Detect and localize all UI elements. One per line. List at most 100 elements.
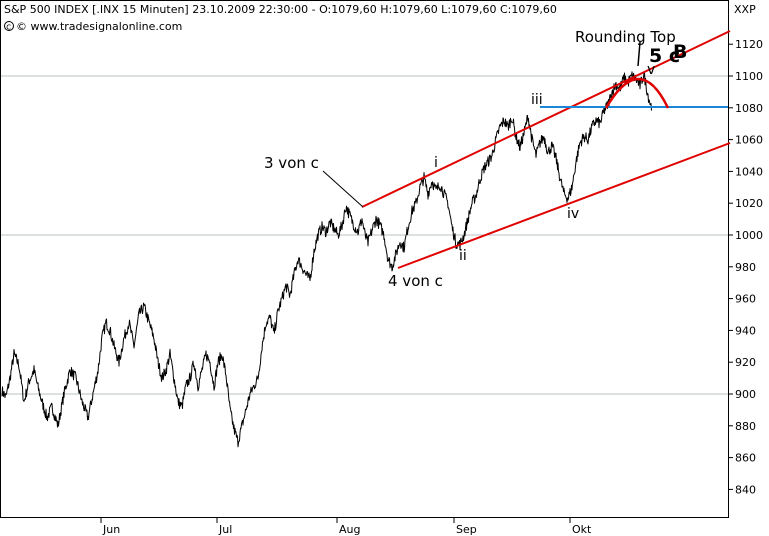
price-point — [101, 338, 102, 339]
price-point — [647, 94, 648, 95]
price-point — [527, 115, 528, 116]
lower-channel-line — [397, 142, 731, 269]
price-point — [579, 142, 580, 143]
price-point — [148, 322, 149, 323]
price-point — [591, 126, 592, 127]
price-point — [273, 333, 274, 334]
price-point — [305, 274, 306, 275]
x-tick-label-aug: Aug — [339, 523, 360, 536]
price-point — [185, 385, 186, 386]
chart-title: S&P 500 INDEX [.INX 15 Minuten] 23.10.20… — [4, 3, 557, 16]
x-tick-label-sep: Sep — [456, 523, 477, 536]
label-4-von-c: 4 von c — [388, 272, 443, 290]
price-point — [571, 187, 572, 188]
y-tick-label-1100: 1100 — [735, 70, 763, 83]
price-point — [364, 234, 365, 235]
price-point — [297, 258, 298, 259]
price-point — [325, 231, 326, 232]
price-point — [455, 242, 456, 243]
price-point — [353, 225, 354, 226]
price-point — [28, 381, 29, 382]
gridlines — [1, 75, 728, 395]
price-point — [491, 155, 492, 156]
price-point — [261, 346, 262, 347]
rounding-top-arc — [604, 77, 670, 109]
price-point — [118, 362, 119, 363]
price-point — [487, 161, 488, 162]
price-point — [651, 109, 652, 110]
svg-text:C: C — [6, 23, 11, 31]
price-point — [523, 133, 524, 134]
price-point — [551, 145, 552, 146]
price-point — [575, 161, 576, 162]
price-point — [631, 75, 632, 76]
price-point — [643, 74, 644, 75]
price-point — [189, 378, 190, 379]
price-point — [75, 378, 76, 379]
price-point — [105, 322, 106, 323]
leader-3-von-c — [322, 170, 364, 208]
leader-5c — [637, 41, 641, 67]
price-point — [161, 378, 162, 379]
price-point — [399, 241, 400, 242]
price-point — [515, 136, 516, 137]
y-tick-label-840: 840 — [735, 483, 756, 496]
price-point — [63, 393, 64, 394]
price-point — [321, 226, 322, 227]
price-point — [23, 401, 24, 402]
label-wave-iii: iii — [531, 92, 543, 108]
price-point — [349, 215, 350, 216]
price-point — [507, 126, 508, 127]
price-line — [1, 71, 652, 448]
price-point — [503, 120, 504, 121]
price-point — [391, 266, 392, 267]
price-point — [201, 370, 202, 371]
price-point — [333, 228, 334, 229]
price-point — [253, 385, 254, 386]
price-point — [379, 225, 380, 226]
price-point — [511, 117, 512, 118]
price-point — [371, 230, 372, 231]
price-point — [173, 378, 174, 379]
price-point — [583, 136, 584, 137]
price-point — [217, 362, 218, 363]
price-point — [51, 406, 52, 407]
price-point — [143, 306, 144, 307]
y-axis: 840 860 880 900 920 940 960 980 1000 1020 1040 1060… — [728, 38, 763, 496]
price-point — [447, 203, 448, 204]
y-tick-label-1080: 1080 — [735, 102, 763, 115]
price-point — [387, 258, 388, 259]
price-point — [157, 362, 158, 363]
x-tick-label-jun: Jun — [102, 523, 120, 536]
y-tick-label-900: 900 — [735, 388, 756, 401]
price-point — [539, 142, 540, 143]
price-point — [427, 193, 428, 194]
label-5c: 5 c — [649, 45, 680, 67]
price-point — [225, 374, 226, 375]
price-point — [81, 401, 82, 402]
price-point — [611, 91, 612, 92]
price-point — [138, 314, 139, 315]
price-point — [603, 110, 604, 111]
y-tick-label-1060: 1060 — [735, 134, 763, 147]
y-tick-label-880: 880 — [735, 420, 756, 433]
price-point — [153, 338, 154, 339]
price-point — [281, 298, 282, 299]
price-point — [181, 406, 182, 407]
price-point — [109, 330, 110, 331]
price-point — [241, 425, 242, 426]
price-point — [213, 385, 214, 386]
price-point — [92, 393, 93, 394]
price-point — [535, 155, 536, 156]
price-point — [269, 317, 270, 318]
price-point — [285, 285, 286, 286]
price-point — [289, 295, 290, 296]
price-point — [37, 387, 38, 388]
price-point — [69, 370, 70, 371]
price-point — [471, 203, 472, 204]
x-axis: Jun Jul Aug Sep Okt — [100, 518, 592, 536]
price-point — [383, 234, 384, 235]
price-point — [33, 370, 34, 371]
